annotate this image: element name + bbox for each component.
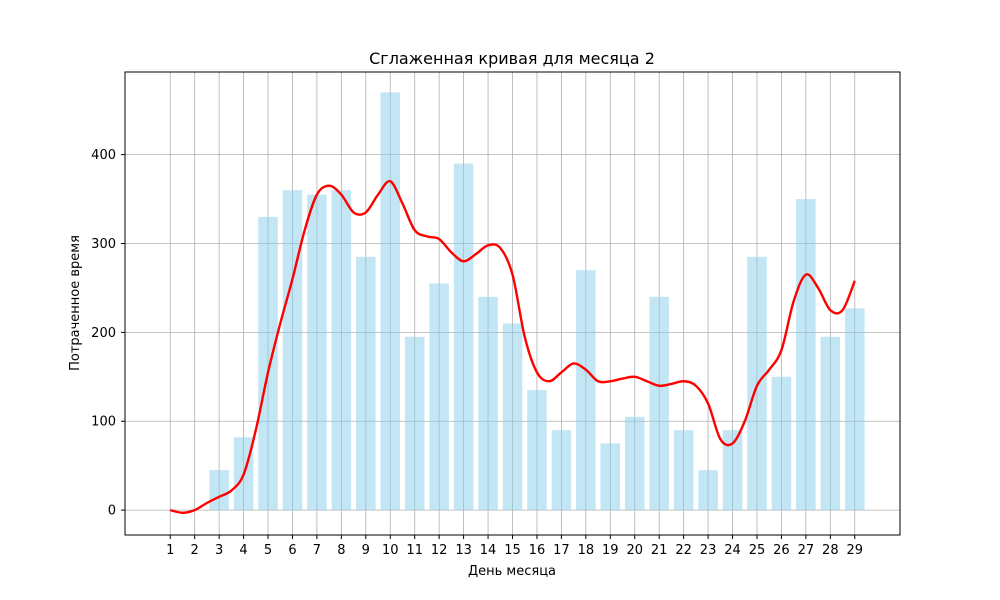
- x-tick-label: 22: [675, 543, 692, 558]
- y-tick-label: 200: [91, 326, 116, 341]
- bar-day-6: [282, 190, 303, 511]
- bar-day-13: [453, 163, 474, 511]
- bar-day-16: [527, 390, 547, 511]
- x-tick-label: 5: [264, 543, 272, 558]
- y-axis-label: Потраченное время: [68, 235, 83, 371]
- y-axis: 0 100 200 300 400: [91, 148, 125, 519]
- bar-day-3: [209, 470, 229, 511]
- bar-day-22: [673, 430, 694, 511]
- x-axis-label: День месяца: [468, 564, 556, 579]
- x-tick-label: 28: [822, 543, 839, 558]
- bar-day-24: [722, 430, 743, 511]
- x-tick-label: 15: [504, 543, 521, 558]
- bar-day-27: [796, 199, 816, 511]
- x-tick-label: 24: [724, 543, 741, 558]
- bar-day-11: [404, 336, 425, 511]
- x-tick-label: 20: [626, 543, 643, 558]
- bar-day-29: [844, 308, 865, 511]
- bar-day-28: [820, 336, 841, 511]
- y-tick-label: 100: [91, 415, 116, 430]
- bar-day-26: [771, 376, 792, 511]
- bar-day-8: [331, 190, 352, 511]
- bar-day-7: [307, 194, 327, 511]
- x-tick-label: 14: [480, 543, 497, 558]
- x-tick-label: 3: [215, 543, 223, 558]
- chart-title: Сглаженная кривая для месяца 2: [369, 49, 655, 68]
- bar-day-14: [478, 296, 498, 511]
- x-axis: 1 2 3 4 5 6 7 8 9 10 11 12 13 14 15 16 17 18 19 20 21 22 23 24 2…: [166, 535, 863, 558]
- x-tick-label: 19: [602, 543, 619, 558]
- x-tick-label: 25: [749, 543, 766, 558]
- smoothed-curve-series: [169, 180, 856, 514]
- bar-day-15: [502, 323, 523, 511]
- x-tick-label: 17: [553, 543, 570, 558]
- x-tick-label: 2: [191, 543, 199, 558]
- bar-day-17: [551, 430, 572, 511]
- bar-day-10: [380, 92, 401, 511]
- bar-day-5: [258, 216, 278, 511]
- x-tick-label: 10: [382, 543, 399, 558]
- x-tick-label: 29: [846, 543, 863, 558]
- x-tick-label: 7: [313, 543, 321, 558]
- x-tick-label: 23: [700, 543, 717, 558]
- x-tick-label: 6: [288, 543, 296, 558]
- bar-day-9: [356, 256, 376, 511]
- bar-day-19: [600, 443, 621, 511]
- x-tick-label: 4: [239, 543, 247, 558]
- y-tick-label: 0: [108, 504, 116, 519]
- x-tick-label: 18: [578, 543, 595, 558]
- y-tick-label: 400: [91, 148, 116, 163]
- x-tick-label: 26: [773, 543, 790, 558]
- bar-day-18: [576, 270, 596, 511]
- x-tick-label: 13: [455, 543, 472, 558]
- x-tick-label: 12: [431, 543, 448, 558]
- x-tick-label: 27: [798, 543, 815, 558]
- bar-day-23: [698, 470, 718, 511]
- x-tick-label: 8: [337, 543, 345, 558]
- x-tick-label: 9: [362, 543, 370, 558]
- x-tick-label: 21: [651, 543, 668, 558]
- x-tick-label: 16: [529, 543, 546, 558]
- smoothed-curve-line: [169, 180, 856, 514]
- bar-day-21: [649, 296, 669, 511]
- x-tick-label: 1: [166, 543, 174, 558]
- y-tick-label: 300: [91, 237, 116, 252]
- bar-day-20: [624, 416, 645, 511]
- bar-day-12: [429, 283, 449, 511]
- x-tick-label: 11: [406, 543, 423, 558]
